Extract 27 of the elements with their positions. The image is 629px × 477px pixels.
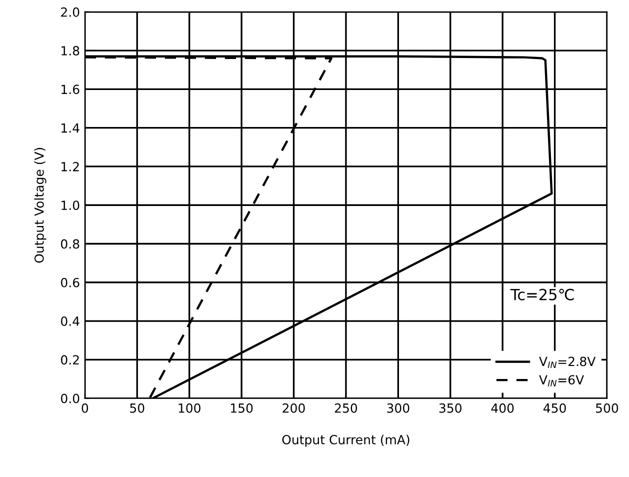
legend-label: V$_{IN}$=6V [539,375,584,386]
y-tick-label: 0.4 [61,316,80,326]
x-tick-label: 400 [491,403,514,413]
x-tick-label: 100 [178,403,200,413]
y-axis-title: Output Voltage (V) [34,148,46,263]
x-tick-label: 450 [543,403,566,413]
y-tick-label: 0.8 [61,239,80,249]
x-tick-label: 350 [439,403,462,413]
y-tick-label: 1.6 [62,84,80,94]
x-tick-label: 150 [230,403,253,413]
y-tick-label: 0.6 [61,278,80,288]
x-tick-label: 500 [596,403,618,413]
x-axis-title: Output Current (mA) [282,434,410,447]
y-tick-label: 1.0 [62,200,80,210]
x-tick-label: 300 [387,403,410,413]
annotation: Tc=25℃ [510,288,574,300]
x-tick-label: 0 [82,403,88,413]
x-tick-label: 50 [130,403,144,413]
y-tick-label: 1.2 [62,162,79,172]
x-tick-label: 250 [334,403,358,413]
y-tick-label: 2.0 [61,7,80,17]
y-tick-label: 0.2 [61,355,79,365]
y-tick-label: 1.8 [62,46,80,56]
legend-label: V$_{IN}$=2.8V [539,356,596,368]
x-tick-label: 200 [282,403,305,413]
y-tick-label: 1.4 [62,123,80,133]
y-tick-label: 0.0 [61,394,80,404]
